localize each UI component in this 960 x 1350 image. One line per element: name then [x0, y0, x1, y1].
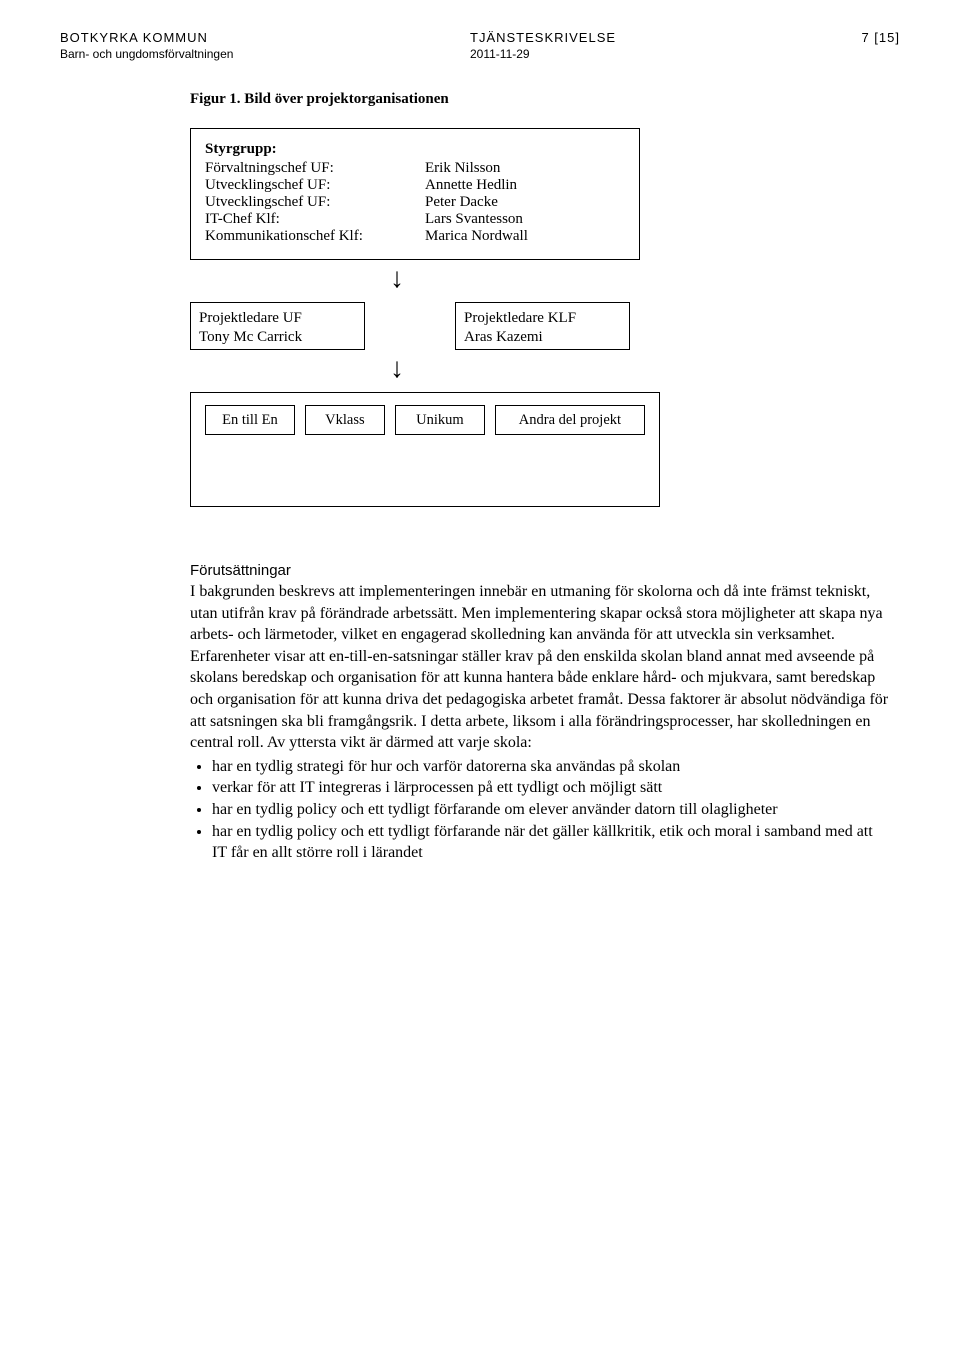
- header-left: BOTKYRKA KOMMUN Barn- och ungdomsförvalt…: [60, 30, 410, 61]
- styrgrupp-box: Styrgrupp: Förvaltningschef UF: Erik Nil…: [190, 128, 640, 260]
- projektledare-uf-box: Projektledare UF Tony Mc Carrick: [190, 302, 365, 350]
- bullet-item: verkar för att IT integreras i lärproces…: [212, 777, 890, 799]
- styrgrupp-role: Utvecklingschef UF:: [205, 177, 425, 194]
- styrgrupp-role: IT-Chef Klf:: [205, 211, 425, 228]
- header-doctype: TJÄNSTESKRIVELSE: [470, 30, 820, 45]
- styrgrupp-row: Utvecklingschef UF: Peter Dacke: [205, 194, 625, 211]
- section-heading: Förutsättningar: [190, 562, 890, 579]
- figure-title: Figur 1. Bild över projektorganisationen: [190, 91, 890, 108]
- section-body: I bakgrunden beskrevs att implementering…: [190, 581, 890, 864]
- styrgrupp-role: Förvaltningschef UF:: [205, 160, 425, 177]
- projektledare-klf-box: Projektledare KLF Aras Kazemi: [455, 302, 630, 350]
- subproject-item: Andra del projekt: [495, 405, 645, 435]
- subprojects-box: En till En Vklass Unikum Andra del proje…: [190, 392, 660, 507]
- styrgrupp-row: Utvecklingschef UF: Annette Hedlin: [205, 177, 625, 194]
- styrgrupp-name: Marica Nordwall: [425, 228, 625, 245]
- styrgrupp-heading: Styrgrupp:: [205, 141, 625, 158]
- bullet-item: har en tydlig policy och ett tydligt för…: [212, 821, 890, 864]
- projektledare-name: Tony Mc Carrick: [199, 328, 356, 347]
- header-right: 7 [15]: [820, 30, 900, 61]
- styrgrupp-row: Förvaltningschef UF: Erik Nilsson: [205, 160, 625, 177]
- section-paragraph: I bakgrunden beskrevs att implementering…: [190, 581, 890, 754]
- arrow-down-icon: ↓: [390, 264, 890, 292]
- subproject-item: Unikum: [395, 405, 485, 435]
- content-area: Figur 1. Bild över projektorganisationen…: [190, 91, 890, 864]
- header-date: 2011-11-29: [470, 47, 820, 61]
- header-page-number: 7 [15]: [820, 30, 900, 45]
- header-dept: Barn- och ungdomsförvaltningen: [60, 47, 410, 61]
- page: BOTKYRKA KOMMUN Barn- och ungdomsförvalt…: [0, 0, 960, 904]
- projektledare-name: Aras Kazemi: [464, 328, 621, 347]
- styrgrupp-row: IT-Chef Klf: Lars Svantesson: [205, 211, 625, 228]
- projektledare-label: Projektledare UF: [199, 309, 356, 328]
- styrgrupp-name: Erik Nilsson: [425, 160, 625, 177]
- subprojects-row: En till En Vklass Unikum Andra del proje…: [205, 405, 645, 435]
- header-org: BOTKYRKA KOMMUN: [60, 30, 410, 45]
- styrgrupp-role: Utvecklingschef UF:: [205, 194, 425, 211]
- styrgrupp-name: Lars Svantesson: [425, 211, 625, 228]
- styrgrupp-row: Kommunikationschef Klf: Marica Nordwall: [205, 228, 625, 245]
- arrow-down-icon: ↓: [390, 354, 890, 382]
- bullet-item: har en tydlig strategi för hur och varfö…: [212, 756, 890, 778]
- subproject-item: En till En: [205, 405, 295, 435]
- subproject-item: Vklass: [305, 405, 385, 435]
- header-center: TJÄNSTESKRIVELSE 2011-11-29: [410, 30, 820, 61]
- styrgrupp-name: Annette Hedlin: [425, 177, 625, 194]
- styrgrupp-name: Peter Dacke: [425, 194, 625, 211]
- bullet-list: har en tydlig strategi för hur och varfö…: [190, 756, 890, 864]
- styrgrupp-role: Kommunikationschef Klf:: [205, 228, 425, 245]
- bullet-item: har en tydlig policy och ett tydligt för…: [212, 799, 890, 821]
- projektledare-row: Projektledare UF Tony Mc Carrick Projekt…: [190, 302, 890, 350]
- projektledare-label: Projektledare KLF: [464, 309, 621, 328]
- page-header: BOTKYRKA KOMMUN Barn- och ungdomsförvalt…: [60, 30, 900, 61]
